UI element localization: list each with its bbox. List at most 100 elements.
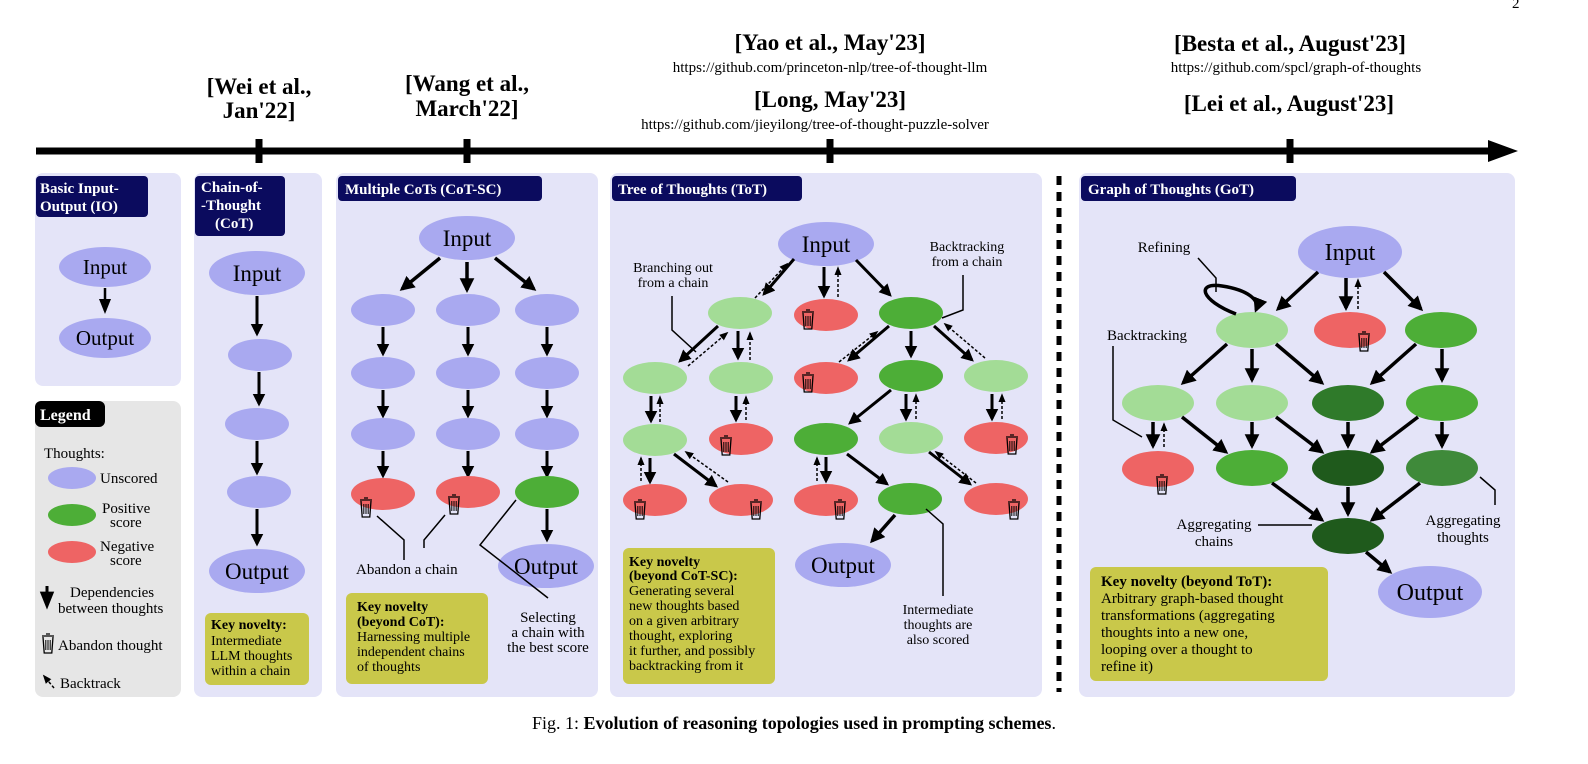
tot-output-label: Output <box>811 553 876 578</box>
cotsc-selecting-3: the best score <box>507 640 589 656</box>
wei-label-1: [Wei et al., <box>207 74 312 99</box>
io-output-label: Output <box>76 326 135 350</box>
cotsc-diagram: Multiple CoTs (CoT-SC) Input Output <box>338 176 594 684</box>
legend-positive-swatch <box>48 504 96 526</box>
besta-url: https://github.com/spcl/graph-of-thought… <box>1171 60 1422 76</box>
io-title-1: Basic Input- <box>40 181 119 197</box>
got-novelty-5: refine it) <box>1101 659 1153 675</box>
tot-novelty-4: thought, exploring <box>629 629 732 644</box>
legend-title: Legend <box>40 407 91 424</box>
legend-backtrack: Backtrack <box>60 676 121 692</box>
yao-url: https://github.com/princeton-nlp/tree-of… <box>673 60 988 76</box>
legend-negative-2: score <box>110 553 142 569</box>
cot-novelty-3: within a chain <box>211 664 290 679</box>
got-novelty-2: transformations (aggregating <box>1101 608 1275 624</box>
got-input-node <box>1298 226 1402 278</box>
caption-bold: Evolution of reasoning topologies used i… <box>584 713 1052 733</box>
page-number: 2 <box>1512 0 1520 12</box>
cot-thought-2 <box>225 408 289 440</box>
io-input-node <box>59 247 151 287</box>
cotsc-abandon-label: Abandon a chain <box>356 562 458 578</box>
caption-suffix: . <box>1051 713 1056 733</box>
got-novelty-4: looping over a thought to <box>1101 642 1253 658</box>
cotsc-novelty-title-1: Key novelty <box>357 600 428 615</box>
tot-novelty-3: on a given arbitrary <box>629 614 739 629</box>
cotsc-novelty-1: Harnessing multiple <box>357 630 470 645</box>
cot-novelty-title: Key novelty: <box>211 618 287 633</box>
cot-novelty-1: Intermediate <box>211 634 282 649</box>
legend-positive-1: Positive <box>102 501 151 517</box>
cotsc-novelty-2: independent chains <box>357 645 465 660</box>
cotsc-novelty-box <box>346 593 488 684</box>
tot-novelty-title-1: Key novelty <box>629 555 700 570</box>
cot-input-label: Input <box>233 261 282 286</box>
cot-diagram: Chain-of- -Thought (CoT) Input Output Ke… <box>195 176 309 685</box>
io-output-node <box>59 318 151 358</box>
tot-output-node <box>795 543 891 587</box>
cotsc-selecting-1: Selecting <box>520 610 576 626</box>
tot-novelty-title-2: (beyond CoT-SC): <box>629 569 738 584</box>
got-agg-thoughts-1: Aggregating <box>1426 513 1501 529</box>
cot-novelty-2: LLM thoughts <box>211 649 292 664</box>
got-diagram: Graph of Thoughts (GoT) Input <box>1081 176 1501 681</box>
tot-backtracking-2: from a chain <box>932 255 1003 270</box>
timeline: [Wei et al., Jan'22] [Wang et al., March… <box>36 30 1518 163</box>
got-output-label: Output <box>1397 580 1464 606</box>
io-title-2: Output (IO) <box>40 199 118 215</box>
tot-title: Tree of Thoughts (ToT) <box>618 182 767 198</box>
tot-diagram: Tree of Thoughts (ToT) Input <box>612 176 1028 684</box>
cot-novelty-box <box>205 613 309 685</box>
got-novelty-box <box>1090 567 1328 681</box>
cotsc-novelty-3: of thoughts <box>357 660 420 675</box>
tot-novelty-1: Generating several <box>629 584 734 599</box>
wang-label-1: [Wang et al., <box>405 71 529 96</box>
tot-input-label: Input <box>802 232 851 257</box>
cot-output-label: Output <box>225 559 290 584</box>
cot-title-3: (CoT) <box>215 216 253 232</box>
tot-branching-2: from a chain <box>638 276 709 291</box>
cotsc-input-node <box>419 216 515 260</box>
got-output-node <box>1378 566 1482 618</box>
tot-intermediate-2: thoughts are <box>904 618 973 633</box>
lei-label: [Lei et al., August'23] <box>1184 91 1394 116</box>
yao-label: [Yao et al., May'23] <box>735 30 926 55</box>
io-diagram: Basic Input- Output (IO) Input Output <box>36 176 151 358</box>
legend-abandon: Abandon thought <box>58 638 163 654</box>
got-backtracking-label: Backtracking <box>1107 328 1187 344</box>
wei-label-2: Jan'22] <box>223 98 296 123</box>
cotsc-selecting-2: a chain with <box>511 625 585 641</box>
besta-label: [Besta et al., August'23] <box>1174 31 1406 56</box>
tot-novelty-2: new thoughts based <box>629 599 739 614</box>
legend-thoughts: Thoughts: <box>44 446 105 462</box>
cot-thought-1 <box>228 339 292 371</box>
cotsc-title: Multiple CoTs (CoT-SC) <box>345 182 501 198</box>
legend-dependencies-2: between thoughts <box>58 601 164 617</box>
cotsc-input-label: Input <box>443 226 492 251</box>
caption-prefix: Fig. 1: <box>532 713 584 733</box>
tot-novelty-box <box>623 548 775 684</box>
got-novelty-title: Key novelty (beyond ToT): <box>1101 574 1272 590</box>
tot-branching-1: Branching out <box>633 261 713 276</box>
wang-label-2: March'22] <box>415 96 518 121</box>
cot-input-node <box>209 251 305 295</box>
cotsc-output-label: Output <box>514 554 579 579</box>
cotsc-novelty-title-2: (beyond CoT): <box>357 615 445 630</box>
tot-backtracking-1: Backtracking <box>930 240 1005 255</box>
legend-negative-1: Negative <box>100 539 154 555</box>
long-url: https://github.com/jieyilong/tree-of-tho… <box>641 117 989 133</box>
tot-intermediate-3: also scored <box>907 633 970 648</box>
tot-novelty-5: it further, and possibly <box>629 644 755 659</box>
cot-output-node <box>209 549 305 593</box>
got-refining-label: Refining <box>1138 240 1191 256</box>
got-agg-thoughts-2: thoughts <box>1437 530 1489 546</box>
got-title: Graph of Thoughts (GoT) <box>1088 182 1254 198</box>
legend-unscored: Unscored <box>100 471 158 487</box>
tot-novelty-6: backtracking from it <box>629 659 743 674</box>
got-input-label: Input <box>1325 240 1376 266</box>
cot-title-2: -Thought <box>201 198 261 214</box>
legend-unscored-swatch <box>48 467 96 489</box>
legend-backtrack-arrow <box>42 674 55 689</box>
tot-input-node <box>778 222 874 266</box>
legend-positive-2: score <box>110 515 142 531</box>
